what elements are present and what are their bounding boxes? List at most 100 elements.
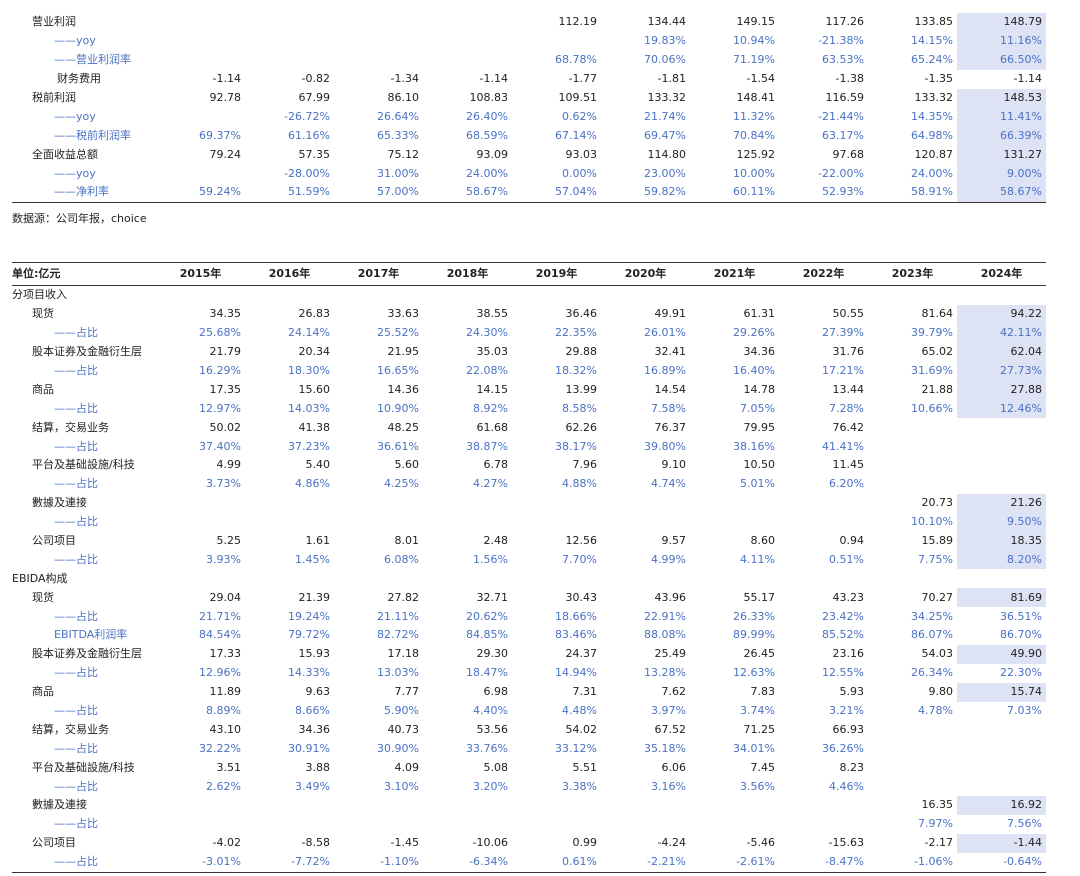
table-cell: -1.14 bbox=[1013, 72, 1042, 86]
year-header: 2015年 bbox=[156, 262, 245, 286]
table-cell bbox=[690, 494, 779, 513]
segment-table-header: 单位:亿元 2015年 2016年 2017年 2018年 2019年 2020… bbox=[12, 262, 1046, 286]
table-cell: 86.07% bbox=[911, 628, 953, 642]
table-cell: 30.43 bbox=[565, 590, 598, 604]
table-cell: 16.35 bbox=[921, 798, 954, 812]
table-cell: 148.79 bbox=[957, 13, 1046, 32]
table-cell: 92.78 bbox=[209, 91, 242, 104]
segment-table-body: 分项目收入 现货 34.35 26.83 33.63 38.55 36.46 49.91 61.… bbox=[12, 286, 1046, 873]
table-cell bbox=[156, 164, 245, 183]
table-row: 平台及基础設施/科技 4.99 5.40 5.60 6.78 7.96 9.10 10.50 1… bbox=[12, 456, 1046, 475]
table-row: 數據及連接 16.35 16.92 bbox=[12, 796, 1046, 815]
table-cell: 79.72% bbox=[288, 628, 330, 642]
table-cell: 8.01 bbox=[394, 534, 420, 548]
table-cell bbox=[512, 286, 601, 305]
row-label: 结算，交易业务 bbox=[32, 722, 109, 736]
table-cell: 51.59% bbox=[245, 183, 334, 203]
table-cell: 31.69% bbox=[911, 364, 953, 377]
row-label: ——占比 bbox=[54, 817, 98, 831]
table-cell: -2.17 bbox=[924, 836, 953, 850]
table-cell: 133.32 bbox=[647, 91, 687, 104]
table-cell: 15.60 bbox=[298, 382, 331, 396]
table-row: 税前利润 92.78 67.99 86.10 108.83 109.51 133.32 148… bbox=[12, 88, 1046, 108]
table-cell: 3.38% bbox=[562, 779, 597, 793]
table-cell: 131.27 bbox=[957, 145, 1046, 165]
table-cell: 65.24% bbox=[911, 53, 953, 67]
table-cell: 83.46% bbox=[555, 628, 597, 642]
table-cell: 35.18% bbox=[644, 741, 686, 755]
table-cell: 7.77 bbox=[394, 685, 420, 699]
table-cell bbox=[245, 494, 334, 513]
table-row: 财务费用 -1.14 -0.82 -1.34 -1.14 -1.77 -1.81 -1.54 -… bbox=[12, 70, 1046, 89]
table-cell bbox=[690, 796, 779, 815]
table-cell: 7.31 bbox=[572, 685, 598, 699]
table-row: EBITDA利润率 84.54% 79.72% 82.72% 84.85% 83.46% 8… bbox=[12, 626, 1046, 645]
table-cell bbox=[957, 758, 1046, 777]
table-cell: 5.51 bbox=[572, 760, 598, 774]
table-cell: 32.71 bbox=[476, 590, 509, 604]
table-cell: 16.40% bbox=[733, 364, 775, 377]
table-cell: -21.44% bbox=[818, 109, 864, 123]
table-cell: 69.47% bbox=[644, 128, 686, 142]
row-label: 平台及基础設施/科技 bbox=[32, 760, 135, 774]
row-label: ——占比 bbox=[54, 364, 98, 377]
table-cell: 27.82 bbox=[387, 590, 420, 604]
table-cell: 93.09 bbox=[476, 147, 509, 161]
table-cell: 6.98 bbox=[483, 685, 509, 699]
table-cell: 7.56% bbox=[1007, 817, 1042, 831]
table-cell: 82.72% bbox=[377, 628, 419, 642]
table-cell: 13.28% bbox=[644, 666, 686, 680]
table-cell: 120.87 bbox=[914, 147, 954, 161]
table-cell: 16.92 bbox=[957, 796, 1046, 815]
table-cell: 8.60 bbox=[750, 534, 776, 548]
table-cell: 38.87% bbox=[466, 439, 508, 453]
table-cell bbox=[868, 758, 957, 777]
table-cell bbox=[957, 777, 1046, 796]
table-cell: 14.15 bbox=[476, 382, 509, 396]
table-cell bbox=[957, 569, 1046, 588]
table-cell: 5.25 bbox=[216, 534, 242, 548]
table-row: 股本证券及金融衍生层 17.33 15.93 17.18 29.30 24.37 25.49… bbox=[12, 644, 1046, 664]
table-cell: -6.34% bbox=[423, 852, 512, 873]
table-cell: 10.66% bbox=[911, 401, 953, 415]
table-cell: 7.05% bbox=[740, 401, 775, 415]
year-header: 2017年 bbox=[334, 262, 423, 286]
profit-table-body: 营业利润 112.19 134.44 149.15 117.26 133.85 148.79… bbox=[12, 13, 1046, 203]
table-cell bbox=[423, 32, 512, 51]
table-cell: 34.25% bbox=[911, 609, 953, 623]
table-cell bbox=[957, 418, 1046, 437]
table-cell bbox=[957, 437, 1046, 456]
table-cell: 4.99% bbox=[651, 552, 686, 566]
row-label: 數據及連接 bbox=[32, 798, 87, 812]
table-cell: 23.42% bbox=[822, 609, 864, 623]
table-cell: 21.79 bbox=[209, 345, 242, 359]
table-cell: 12.63% bbox=[733, 666, 775, 680]
table-cell: 21.11% bbox=[377, 609, 419, 623]
table-row: ——占比 12.97% 14.03% 10.90% 8.92% 8.58% 7.58% 7.0… bbox=[12, 399, 1046, 419]
table-cell bbox=[156, 494, 245, 513]
table-cell: 4.48% bbox=[562, 704, 597, 718]
table-cell: 54.03 bbox=[921, 647, 954, 661]
table-cell: 3.74% bbox=[740, 704, 775, 718]
table-cell: 26.34% bbox=[911, 666, 953, 680]
table-cell: 27.39% bbox=[822, 326, 864, 340]
table-cell bbox=[156, 569, 245, 588]
table-cell: 6.20% bbox=[829, 477, 864, 491]
table-cell: 5.93 bbox=[839, 685, 865, 699]
table-cell: 4.86% bbox=[295, 477, 330, 491]
table-cell: 70.06% bbox=[644, 53, 686, 67]
table-cell: 36.26% bbox=[822, 741, 864, 755]
table-cell bbox=[779, 569, 868, 588]
table-row: ——yoy 19.83% 10.94% -21.38% 14.15% 11.16% bbox=[12, 31, 1046, 51]
table-cell: 57.00% bbox=[334, 183, 423, 203]
segment-table: 单位:亿元 2015年 2016年 2017年 2018年 2019年 2020… bbox=[12, 262, 1046, 873]
table-cell: 33.76% bbox=[466, 741, 508, 755]
row-label: ——净利率 bbox=[12, 183, 156, 203]
table-cell bbox=[156, 513, 245, 532]
table-cell: 16.65% bbox=[377, 364, 419, 377]
table-cell: 53.56 bbox=[476, 722, 509, 736]
row-label: ——占比 bbox=[54, 326, 98, 340]
table-cell: 8.66% bbox=[295, 704, 330, 718]
table-cell: 67.52 bbox=[654, 722, 687, 736]
table-cell bbox=[601, 494, 690, 513]
